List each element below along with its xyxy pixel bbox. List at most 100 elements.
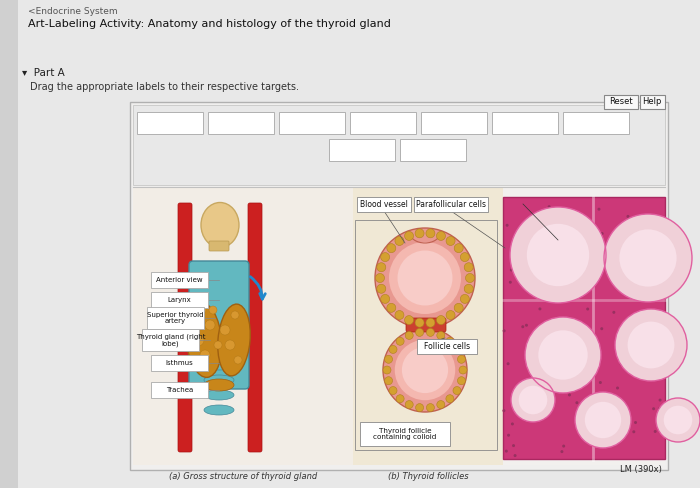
Circle shape: [192, 334, 204, 346]
FancyBboxPatch shape: [208, 112, 274, 134]
Circle shape: [415, 318, 424, 327]
Circle shape: [624, 343, 628, 346]
Circle shape: [510, 207, 606, 303]
Circle shape: [231, 311, 239, 319]
Circle shape: [437, 401, 444, 408]
Circle shape: [505, 449, 508, 452]
Text: Follicle cells: Follicle cells: [424, 342, 470, 351]
Circle shape: [657, 262, 660, 264]
Circle shape: [437, 231, 445, 241]
Circle shape: [389, 242, 461, 314]
Circle shape: [446, 395, 454, 403]
FancyBboxPatch shape: [640, 95, 664, 108]
Circle shape: [568, 393, 571, 396]
FancyBboxPatch shape: [350, 112, 416, 134]
Circle shape: [395, 310, 404, 320]
FancyBboxPatch shape: [563, 112, 629, 134]
Bar: [133, 105, 665, 185]
Circle shape: [654, 280, 657, 283]
Circle shape: [547, 338, 550, 341]
Circle shape: [383, 328, 467, 412]
Circle shape: [384, 355, 393, 363]
FancyBboxPatch shape: [130, 102, 668, 470]
Circle shape: [512, 444, 515, 447]
Circle shape: [543, 369, 547, 372]
Circle shape: [648, 261, 652, 264]
Circle shape: [377, 285, 386, 293]
Bar: [503, 197, 665, 459]
Circle shape: [405, 331, 413, 340]
Circle shape: [540, 386, 543, 389]
FancyBboxPatch shape: [360, 422, 450, 446]
Circle shape: [628, 322, 674, 368]
Circle shape: [377, 263, 386, 272]
Circle shape: [405, 316, 414, 325]
Text: Thyroid follicle
containing colloid: Thyroid follicle containing colloid: [373, 427, 437, 441]
Text: LM (390x): LM (390x): [620, 465, 662, 474]
Circle shape: [389, 346, 397, 353]
Circle shape: [234, 356, 242, 364]
Circle shape: [464, 263, 473, 272]
Circle shape: [426, 318, 435, 327]
Circle shape: [610, 395, 613, 398]
Text: Reset: Reset: [609, 97, 632, 106]
Circle shape: [636, 289, 639, 292]
Text: Anterior view: Anterior view: [156, 277, 203, 283]
Bar: [133, 187, 665, 465]
Circle shape: [552, 281, 555, 284]
FancyBboxPatch shape: [414, 197, 488, 212]
FancyBboxPatch shape: [137, 112, 203, 134]
Circle shape: [511, 423, 514, 426]
Circle shape: [549, 291, 552, 294]
Circle shape: [538, 330, 588, 380]
Circle shape: [416, 328, 423, 336]
Circle shape: [547, 205, 551, 208]
Text: <Endocrine System: <Endocrine System: [28, 7, 118, 16]
Circle shape: [620, 229, 677, 286]
Text: Blood vessel: Blood vessel: [360, 200, 408, 209]
Circle shape: [616, 386, 619, 389]
Circle shape: [375, 273, 384, 283]
Circle shape: [652, 407, 655, 410]
Circle shape: [521, 383, 524, 386]
Text: Superior thyroid
artery: Superior thyroid artery: [147, 311, 204, 325]
Circle shape: [561, 450, 564, 453]
FancyBboxPatch shape: [357, 197, 411, 212]
Circle shape: [464, 285, 473, 293]
Circle shape: [598, 437, 601, 440]
Circle shape: [658, 407, 661, 410]
Circle shape: [569, 254, 572, 257]
Circle shape: [458, 355, 466, 363]
Circle shape: [585, 380, 589, 383]
Circle shape: [604, 424, 607, 427]
Text: Parafollicular cells: Parafollicular cells: [416, 200, 486, 209]
Circle shape: [426, 229, 435, 238]
Circle shape: [454, 244, 463, 253]
Circle shape: [559, 226, 563, 229]
Ellipse shape: [204, 379, 234, 391]
Circle shape: [375, 228, 475, 328]
Circle shape: [600, 240, 603, 243]
Bar: [355, 220, 497, 450]
Circle shape: [548, 238, 552, 241]
FancyBboxPatch shape: [151, 382, 208, 398]
Circle shape: [571, 272, 575, 275]
Bar: [353, 187, 503, 465]
FancyBboxPatch shape: [603, 95, 638, 108]
FancyBboxPatch shape: [178, 203, 192, 452]
Circle shape: [551, 333, 554, 336]
Ellipse shape: [204, 345, 234, 355]
Text: Larynx: Larynx: [167, 297, 191, 303]
FancyBboxPatch shape: [151, 355, 208, 371]
Circle shape: [516, 247, 519, 250]
Circle shape: [205, 320, 215, 330]
Circle shape: [398, 250, 452, 305]
Circle shape: [405, 231, 414, 241]
Circle shape: [426, 404, 435, 411]
Circle shape: [664, 406, 692, 434]
Circle shape: [453, 386, 461, 394]
Circle shape: [599, 381, 602, 384]
FancyBboxPatch shape: [417, 339, 477, 354]
Ellipse shape: [204, 390, 234, 400]
Circle shape: [389, 386, 397, 394]
